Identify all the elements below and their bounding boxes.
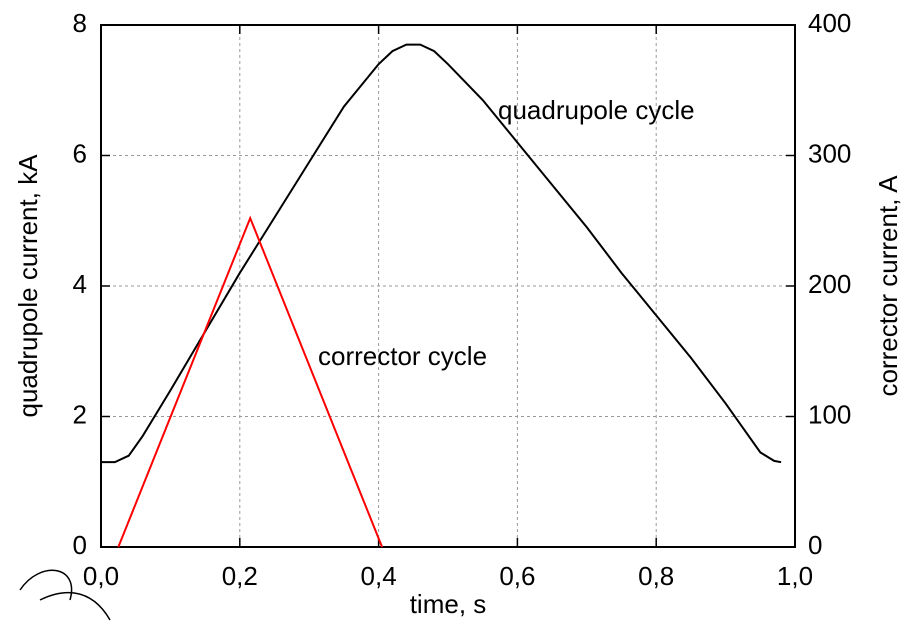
y2-tick-label: 100	[808, 399, 851, 429]
series-line	[101, 43, 782, 464]
x-tick-label: 1,0	[777, 561, 813, 591]
y-tick-label: 2	[73, 399, 87, 429]
y-tick-label: 8	[73, 8, 87, 38]
y-axis-label: quadrupole current, kA	[13, 154, 43, 418]
y-tick-label: 6	[73, 138, 87, 168]
y-tick-label: 4	[73, 269, 87, 299]
y2-tick-label: 200	[808, 269, 851, 299]
annotation: quadrupole cycle	[498, 95, 695, 125]
x-tick-label: 0,6	[499, 561, 535, 591]
x-tick-label: 0,8	[638, 561, 674, 591]
x-tick-label: 0,0	[83, 561, 119, 591]
x-axis-label: time, s	[410, 589, 487, 619]
series-line	[117, 215, 383, 548]
plot-frame	[100, 24, 796, 548]
y2-tick-label: 0	[808, 530, 822, 560]
annotation: corrector cycle	[318, 341, 487, 371]
x-tick-label: 0,4	[361, 561, 397, 591]
sketch	[19, 569, 111, 621]
y2-axis-label: corrector current, A	[873, 175, 903, 397]
y-tick-label: 0	[73, 530, 87, 560]
y2-tick-label: 400	[808, 8, 851, 38]
x-tick-label: 0,2	[222, 561, 258, 591]
y2-tick-label: 300	[808, 138, 851, 168]
